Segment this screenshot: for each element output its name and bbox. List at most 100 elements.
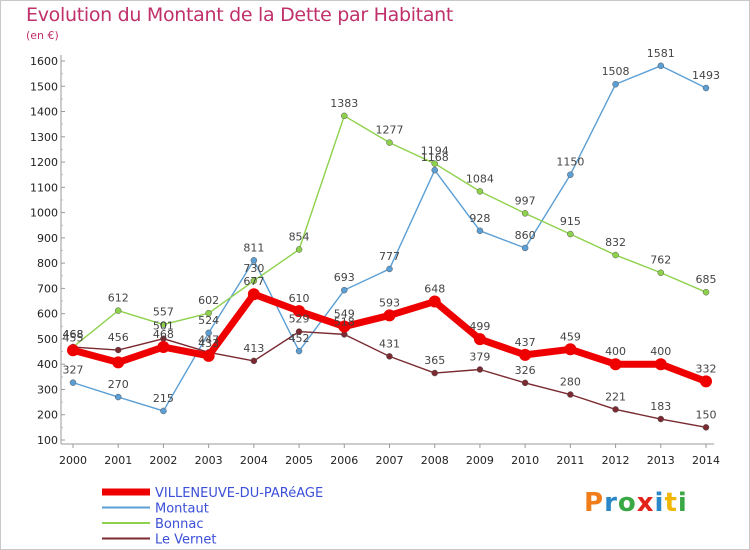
x-tick-label: 2007 xyxy=(376,454,404,467)
series-point xyxy=(386,265,393,273)
data-label: 685 xyxy=(696,273,717,286)
data-label: 270 xyxy=(108,378,129,391)
series-point xyxy=(431,166,438,174)
data-label: 437 xyxy=(515,336,536,349)
data-label: 593 xyxy=(379,296,400,309)
series-point xyxy=(612,406,619,413)
series-point xyxy=(700,375,712,388)
y-tick-label: 700 xyxy=(37,282,58,295)
data-label: 400 xyxy=(605,345,626,358)
y-tick-label: 400 xyxy=(37,358,58,371)
series-point xyxy=(521,379,529,387)
data-label: 518 xyxy=(334,315,355,328)
data-label: 468 xyxy=(63,328,84,341)
x-tick-label: 2000 xyxy=(59,454,87,467)
y-tick-label: 800 xyxy=(37,257,58,270)
x-tick-label: 2013 xyxy=(647,454,675,467)
series-point xyxy=(567,171,574,178)
data-label: 1194 xyxy=(421,145,449,158)
data-label: 677 xyxy=(243,275,264,288)
data-label: 280 xyxy=(560,376,581,389)
data-label: 602 xyxy=(198,294,219,307)
proxiti-logo: Proxiti xyxy=(584,488,688,518)
x-tick-label: 2004 xyxy=(240,454,268,467)
series-point xyxy=(295,328,303,335)
logo-letter: o xyxy=(617,488,637,518)
data-label: 468 xyxy=(63,328,84,341)
data-label: 832 xyxy=(605,236,626,249)
data-label: 928 xyxy=(469,212,490,225)
series-point xyxy=(247,288,260,301)
data-label: 915 xyxy=(560,215,581,228)
logo-letter: i xyxy=(654,488,665,518)
y-tick-label: 300 xyxy=(37,383,58,396)
chart-title: Evolution du Montant de la Dette par Hab… xyxy=(26,4,454,26)
data-label: 612 xyxy=(108,292,129,305)
logo-letter: x xyxy=(636,488,655,518)
data-label: 648 xyxy=(424,283,445,296)
series-point xyxy=(612,251,619,259)
x-tick-label: 2006 xyxy=(330,454,358,467)
y-tick-label: 1200 xyxy=(30,156,58,169)
y-tick-label: 1100 xyxy=(30,181,58,194)
data-label: 499 xyxy=(469,320,490,333)
series-point xyxy=(476,366,484,373)
series-point xyxy=(657,415,665,423)
series-point xyxy=(160,321,167,328)
chart-axes: 100 200 300 400 500 600 700 800 900 1000 1100 1200 1… xyxy=(30,55,720,467)
y-tick-label: 1300 xyxy=(30,131,58,144)
series-point xyxy=(157,341,170,354)
legend-label: Montaut xyxy=(155,502,209,517)
x-tick-label: 2001 xyxy=(104,454,132,467)
data-label: 1168 xyxy=(421,151,449,164)
data-label: 468 xyxy=(153,328,174,341)
x-tick-label: 2008 xyxy=(421,454,449,467)
y-tick-label: 1600 xyxy=(30,55,58,68)
data-label: 777 xyxy=(379,250,400,263)
data-label: 1084 xyxy=(466,172,494,185)
logo-letter: i xyxy=(677,488,688,518)
series-point xyxy=(295,246,303,253)
series-point xyxy=(114,346,122,354)
series-point xyxy=(428,295,441,308)
x-tick-label: 2012 xyxy=(602,454,630,467)
y-tick-label: 600 xyxy=(37,308,58,321)
series-point xyxy=(205,309,212,317)
data-label: 730 xyxy=(243,262,264,275)
data-label: 327 xyxy=(63,364,84,377)
data-label: 524 xyxy=(198,314,219,327)
data-label: 455 xyxy=(63,331,84,344)
x-tick-label: 2014 xyxy=(692,454,720,467)
series-point xyxy=(519,348,532,361)
series-point xyxy=(567,230,574,238)
x-tick-label: 2009 xyxy=(466,454,494,467)
data-label: 452 xyxy=(289,332,310,345)
series-point xyxy=(67,344,79,357)
series-point xyxy=(431,369,438,377)
y-tick-label: 500 xyxy=(37,333,58,346)
legend-label: VILLENEUVE-DU-PARéAGE xyxy=(155,486,323,501)
data-label: 332 xyxy=(696,362,717,375)
series-point xyxy=(250,357,258,365)
logo-letter: t xyxy=(664,488,678,518)
y-tick-label: 900 xyxy=(37,232,58,245)
series-point xyxy=(383,309,396,322)
data-label: 379 xyxy=(469,351,490,364)
series-point xyxy=(476,188,484,195)
series-point xyxy=(250,277,258,285)
y-tick-label: 1000 xyxy=(30,207,58,220)
chart-data-labels: 327 270 215 524 811 452 693 777 1168 928 860 1150 15… xyxy=(63,47,721,422)
data-label: 215 xyxy=(153,392,174,405)
data-label: 221 xyxy=(605,390,626,403)
data-label: 557 xyxy=(153,306,174,319)
data-label: 1277 xyxy=(376,124,404,137)
series-point xyxy=(386,353,393,360)
chart-unit: (en €) xyxy=(26,29,59,42)
series-point xyxy=(293,305,306,318)
series-point xyxy=(112,356,125,369)
x-tick-label: 2011 xyxy=(556,454,584,467)
y-tick-label: 100 xyxy=(37,434,58,447)
y-tick-label: 200 xyxy=(37,409,58,422)
